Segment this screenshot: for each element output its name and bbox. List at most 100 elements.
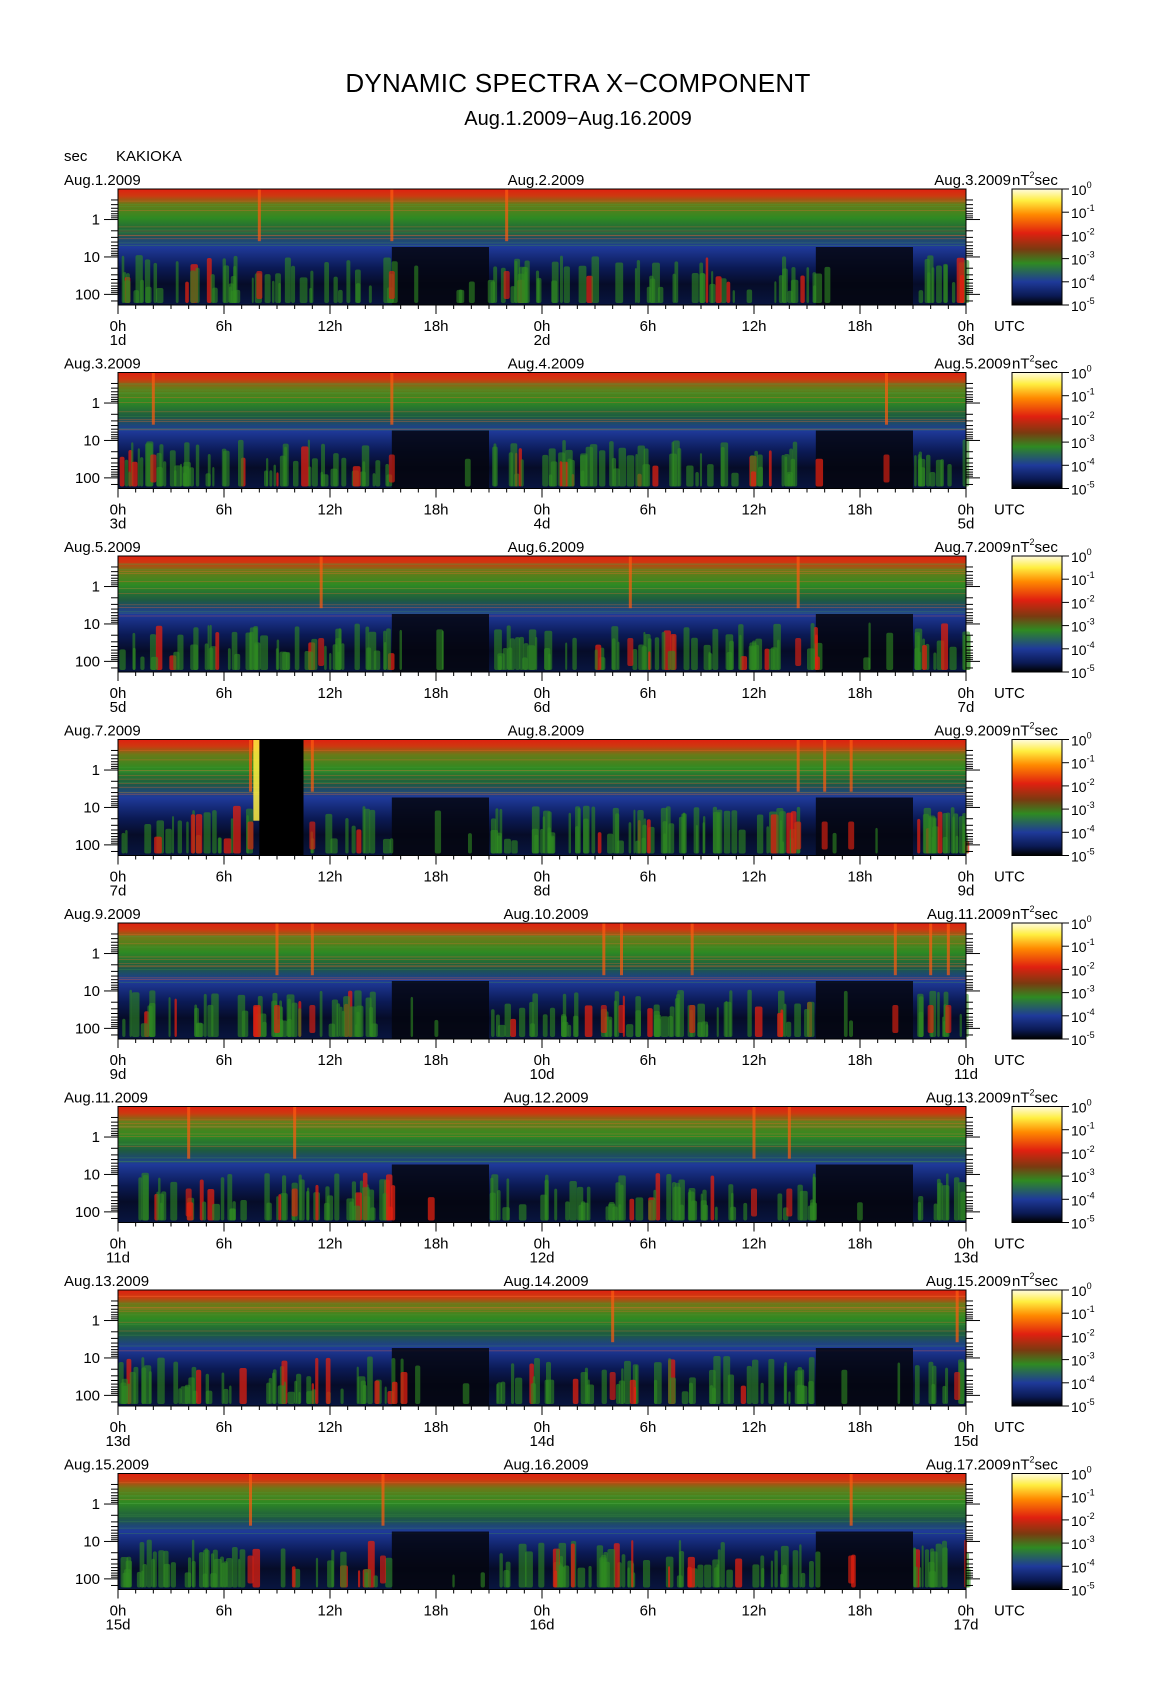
activity-burst xyxy=(191,1366,197,1404)
x-tick-label: 18h xyxy=(847,869,872,886)
panel-start-date: Aug.13.2009 xyxy=(64,1273,149,1290)
activity-burst xyxy=(917,635,920,670)
activity-burst xyxy=(144,259,151,303)
quiet-zone xyxy=(815,1164,913,1223)
colorbar-tick-label: 10-3 xyxy=(1071,1534,1095,1552)
activity-burst xyxy=(786,1021,792,1037)
disturbance-streak xyxy=(505,189,509,242)
disturbance-burst xyxy=(786,1188,793,1217)
activity-burst xyxy=(563,266,570,303)
activity-burst xyxy=(230,276,237,303)
activity-burst xyxy=(597,832,602,854)
activity-burst xyxy=(468,281,475,303)
panel-end-date: Aug.9.2009 xyxy=(934,723,1011,740)
activity-burst xyxy=(511,840,518,854)
activity-burst xyxy=(691,273,699,303)
activity-burst xyxy=(617,641,620,670)
activity-burst xyxy=(240,1199,247,1221)
activity-burst xyxy=(142,1563,147,1588)
activity-burst xyxy=(124,459,129,487)
colorbar: 100 10-1 10-2 10-3 10-4 10-5 xyxy=(1011,1281,1095,1415)
activity-burst xyxy=(913,1548,917,1588)
activity-burst xyxy=(341,1010,345,1037)
activity-burst xyxy=(218,837,222,854)
activity-burst xyxy=(215,631,220,670)
activity-burst xyxy=(528,629,537,670)
activity-burst xyxy=(415,1365,421,1404)
activity-burst xyxy=(674,997,680,1037)
day-label: 2d xyxy=(534,332,551,349)
activity-burst xyxy=(792,1550,799,1588)
activity-burst xyxy=(518,1543,527,1588)
activity-burst xyxy=(962,813,967,854)
x-tick-label: 6h xyxy=(640,318,657,335)
activity-burst xyxy=(857,1202,863,1221)
activity-burst xyxy=(207,454,211,487)
activity-burst xyxy=(758,466,763,487)
activity-burst xyxy=(781,454,785,487)
activity-burst xyxy=(669,1377,676,1404)
colorbar-tick-label: 10-5 xyxy=(1071,296,1095,314)
day-label: 17d xyxy=(953,1617,978,1634)
activity-burst xyxy=(723,810,731,854)
activity-burst xyxy=(570,1543,575,1588)
x-tick-label: 12h xyxy=(317,502,342,519)
activity-burst xyxy=(152,1551,157,1588)
colorbar-tick-label: 10-3 xyxy=(1071,433,1095,451)
activity-burst xyxy=(273,464,276,487)
x-axis: 0h 6h 12h 18h 0h 6h 12h 18h 0h UTC 15d 16d 17d xyxy=(105,1589,1025,1634)
activity-burst xyxy=(618,1380,625,1404)
disturbance-burst xyxy=(309,1005,316,1033)
activity-burst xyxy=(268,1377,273,1404)
panel-start-date: Aug.1.2009 xyxy=(64,172,141,189)
y-tick-label: 1 xyxy=(92,579,100,596)
activity-burst xyxy=(712,806,718,854)
disturbance-streak xyxy=(257,189,261,242)
x-tick-label: 12h xyxy=(317,685,342,702)
storm-onset xyxy=(253,739,260,821)
disturbance-burst xyxy=(503,271,510,299)
activity-burst xyxy=(131,461,138,487)
x-tick-label: 12h xyxy=(741,1603,766,1620)
activity-burst xyxy=(616,1383,621,1404)
activity-burst xyxy=(121,832,126,854)
spectrogram-panel-3: Aug.5.2009 Aug.6.2009 Aug.7.2009 nT2sec 1 10 1… xyxy=(64,537,1095,716)
panel-end-date: Aug.15.2009 xyxy=(926,1273,1011,1290)
activity-burst xyxy=(373,1575,378,1588)
activity-burst xyxy=(195,444,200,487)
activity-burst xyxy=(321,474,329,487)
colorbar-tick-label: 10-3 xyxy=(1071,617,1095,635)
disturbance-burst xyxy=(247,1555,254,1584)
x-tick-label: 0h xyxy=(110,1603,127,1620)
activity-burst xyxy=(210,274,215,303)
activity-burst xyxy=(613,1000,617,1037)
disturbance-streak xyxy=(752,1106,756,1159)
activity-burst xyxy=(652,465,659,487)
activity-burst xyxy=(653,1379,658,1404)
activity-burst xyxy=(385,1557,393,1588)
disturbance-burst xyxy=(256,271,263,299)
x-tick-label: 0h xyxy=(958,869,975,886)
x-tick-label: 18h xyxy=(423,1419,448,1436)
activity-burst xyxy=(343,996,351,1037)
activity-burst xyxy=(672,273,676,303)
activity-burst xyxy=(351,1181,357,1221)
activity-burst xyxy=(806,267,810,303)
activity-burst xyxy=(726,652,733,670)
activity-burst xyxy=(940,459,944,487)
y-unit-label: sec xyxy=(64,148,88,165)
colorbar-tick-label: 10-4 xyxy=(1071,1557,1095,1575)
colorbar-gradient xyxy=(1011,1289,1063,1407)
activity-burst xyxy=(122,1018,126,1037)
activity-burst xyxy=(383,630,387,670)
x-tick-label: 0h xyxy=(534,685,551,702)
activity-burst xyxy=(697,1564,704,1588)
activity-burst xyxy=(157,1357,165,1404)
spectrogram-panel-5: Aug.9.2009 Aug.10.2009 Aug.11.2009 nT2sec11… xyxy=(64,904,1095,1083)
activity-burst xyxy=(170,1562,176,1588)
activity-burst xyxy=(338,289,343,303)
activity-burst xyxy=(653,1018,661,1037)
activity-burst xyxy=(768,1358,775,1404)
x-tick-label: 18h xyxy=(847,318,872,335)
